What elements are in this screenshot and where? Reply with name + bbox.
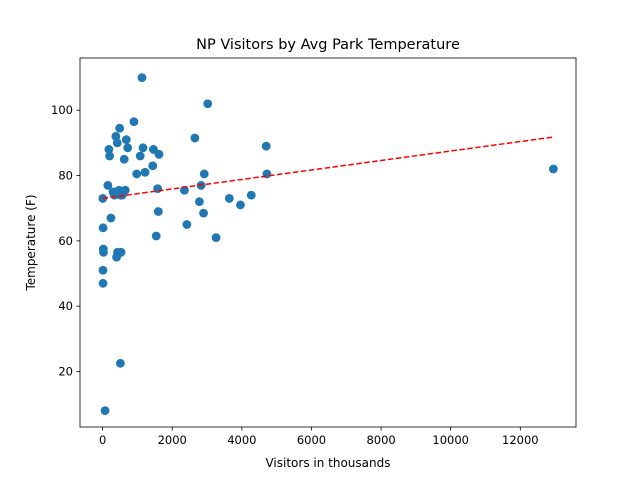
data-point bbox=[98, 223, 108, 233]
data-point bbox=[137, 73, 147, 82]
data-point bbox=[121, 135, 131, 145]
data-point bbox=[115, 358, 125, 368]
y-tick-label: 80 bbox=[58, 169, 73, 183]
plot-area bbox=[98, 73, 558, 416]
y-tick-label: 20 bbox=[58, 364, 73, 378]
data-point bbox=[236, 200, 245, 210]
data-point bbox=[111, 131, 121, 141]
x-tick-label: 6000 bbox=[297, 433, 326, 447]
data-point bbox=[115, 123, 125, 133]
trendline bbox=[102, 136, 554, 200]
data-point bbox=[116, 247, 126, 257]
data-point bbox=[224, 194, 234, 203]
data-point bbox=[211, 233, 221, 243]
data-point bbox=[154, 149, 164, 159]
chart-title: NP Visitors by Avg Park Temperature bbox=[196, 37, 460, 53]
data-point bbox=[203, 99, 213, 109]
x-tick-label: 2000 bbox=[158, 433, 187, 447]
data-point bbox=[129, 117, 139, 127]
y-tick-label: 40 bbox=[58, 299, 73, 313]
axes-frame bbox=[79, 57, 577, 428]
data-point bbox=[98, 278, 108, 288]
y-tick-label: 100 bbox=[51, 103, 73, 117]
x-tick-label: 12000 bbox=[502, 433, 539, 447]
x-tick-label: 8000 bbox=[366, 433, 395, 447]
data-point bbox=[194, 197, 204, 207]
data-point bbox=[106, 213, 116, 223]
data-point bbox=[98, 265, 108, 275]
data-point bbox=[153, 207, 163, 216]
y-axis-label: Temperature (F) bbox=[24, 194, 38, 291]
data-point bbox=[100, 406, 110, 416]
data-point bbox=[246, 190, 256, 200]
data-point bbox=[548, 164, 558, 174]
data-point bbox=[140, 167, 150, 177]
data-point bbox=[151, 231, 161, 241]
x-tick-label: 4000 bbox=[227, 433, 256, 447]
data-point bbox=[119, 154, 129, 164]
data-point bbox=[103, 180, 113, 190]
data-point bbox=[190, 133, 200, 143]
x-tick-label: 10000 bbox=[432, 433, 469, 447]
data-point bbox=[120, 185, 130, 195]
data-point bbox=[132, 169, 142, 179]
data-point bbox=[135, 151, 145, 161]
x-tick-label: 0 bbox=[99, 433, 106, 447]
data-point bbox=[138, 143, 148, 153]
data-point bbox=[123, 143, 133, 153]
data-point bbox=[199, 169, 209, 179]
data-point bbox=[105, 151, 114, 161]
data-point bbox=[182, 220, 192, 229]
data-point bbox=[104, 145, 114, 154]
x-axis-label: Visitors in thousands bbox=[265, 456, 390, 470]
data-point bbox=[112, 138, 122, 148]
data-point bbox=[99, 247, 108, 257]
data-point bbox=[261, 141, 271, 151]
y-tick-label: 60 bbox=[58, 234, 73, 248]
data-point bbox=[199, 208, 208, 218]
axis-ticks: 0 2000 4000 6000 8000 10000 12000 20 40 60 80 100 bbox=[51, 103, 539, 447]
data-point bbox=[148, 161, 158, 171]
